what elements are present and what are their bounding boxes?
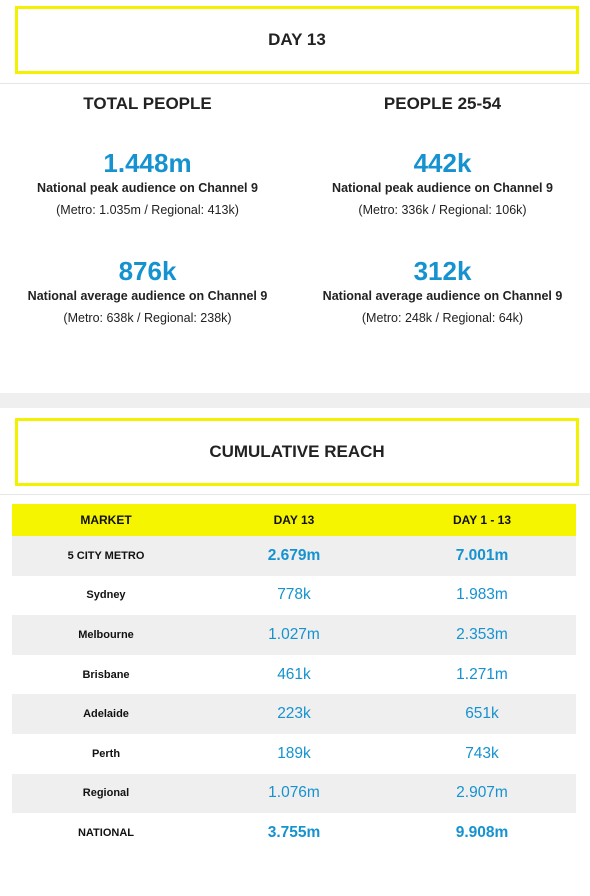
divider xyxy=(0,494,590,495)
total-people-peak-breakdown: (Metro: 1.035m / Regional: 413k) xyxy=(56,203,239,217)
table-row: Perth 189k 743k xyxy=(12,733,576,774)
reach-banner-label: CUMULATIVE REACH xyxy=(209,442,385,461)
total-people-heading: TOTAL PEOPLE xyxy=(83,94,212,113)
people-25-54-avg-value: 312k xyxy=(413,256,472,286)
market-cell: Perth xyxy=(12,733,200,774)
day-value-cell: 223k xyxy=(200,694,388,734)
section-separator xyxy=(0,393,590,408)
day-value-cell: 2.679m xyxy=(200,536,388,576)
people-25-54-heading: PEOPLE 25-54 xyxy=(383,94,502,113)
cumulative-value-cell: 7.001m xyxy=(388,536,576,576)
table-row: 5 CITY METRO 2.679m 7.001m xyxy=(12,536,576,576)
total-people-avg: 876k National average audience on Channe… xyxy=(0,256,295,325)
cumulative-value-cell: 1.271m xyxy=(388,654,576,695)
day-value-cell: 1.027m xyxy=(200,615,388,655)
header-market: MARKET xyxy=(12,504,200,536)
market-cell: Melbourne xyxy=(12,615,200,655)
table-row: Regional 1.076m 2.907m xyxy=(12,773,576,814)
cumulative-value-cell: 9.908m xyxy=(388,813,576,853)
reach-table: MARKET DAY 13 DAY 1 - 13 5 CITY METRO 2.… xyxy=(12,504,576,853)
market-cell: Sydney xyxy=(12,575,200,616)
people-25-54-peak-desc: National peak audience on Channel 9 xyxy=(332,181,553,195)
table-header-row: MARKET DAY 13 DAY 1 - 13 xyxy=(12,504,576,536)
day-value-cell: 1.076m xyxy=(200,773,388,814)
table-row: Melbourne 1.027m 2.353m xyxy=(12,615,576,655)
market-cell: Adelaide xyxy=(12,694,200,734)
cumulative-value-cell: 1.983m xyxy=(388,575,576,616)
cumulative-value-cell: 743k xyxy=(388,733,576,774)
total-people-avg-breakdown: (Metro: 638k / Regional: 238k) xyxy=(63,311,232,325)
people-25-54-peak-breakdown: (Metro: 336k / Regional: 106k) xyxy=(358,203,527,217)
market-cell: Brisbane xyxy=(12,654,200,695)
day-value-cell: 778k xyxy=(200,575,388,616)
table-row: Brisbane 461k 1.271m xyxy=(12,654,576,695)
total-people-avg-desc: National average audience on Channel 9 xyxy=(27,289,268,303)
table-row: Adelaide 223k 651k xyxy=(12,694,576,734)
day-banner: DAY 13 xyxy=(15,6,579,74)
reach-banner: CUMULATIVE REACH xyxy=(15,418,579,486)
total-people-avg-value: 876k xyxy=(118,256,177,286)
table-row: Sydney 778k 1.983m xyxy=(12,575,576,616)
cumulative-value-cell: 2.907m xyxy=(388,773,576,814)
day-banner-label: DAY 13 xyxy=(268,30,326,49)
day-value-cell: 189k xyxy=(200,733,388,774)
header-day: DAY 13 xyxy=(200,504,388,536)
total-people-peak: 1.448m National peak audience on Channel… xyxy=(0,148,295,217)
market-cell: 5 CITY METRO xyxy=(12,536,200,576)
people-25-54-peak: 442k National peak audience on Channel 9… xyxy=(295,148,590,217)
day-value-cell: 3.755m xyxy=(200,813,388,853)
cumulative-value-cell: 651k xyxy=(388,694,576,734)
header-cumulative: DAY 1 - 13 xyxy=(388,504,576,536)
total-people-peak-value: 1.448m xyxy=(103,148,192,178)
market-cell: NATIONAL xyxy=(12,813,200,853)
people-25-54-avg-desc: National average audience on Channel 9 xyxy=(322,289,563,303)
people-25-54-avg-breakdown: (Metro: 248k / Regional: 64k) xyxy=(361,311,524,325)
total-people-peak-desc: National peak audience on Channel 9 xyxy=(37,181,258,195)
cumulative-value-cell: 2.353m xyxy=(388,615,576,655)
market-cell: Regional xyxy=(12,773,200,814)
people-25-54-avg: 312k National average audience on Channe… xyxy=(295,256,590,325)
divider xyxy=(0,83,590,84)
day-value-cell: 461k xyxy=(200,654,388,695)
people-25-54-peak-value: 442k xyxy=(413,148,472,178)
table-row: NATIONAL 3.755m 9.908m xyxy=(12,813,576,853)
